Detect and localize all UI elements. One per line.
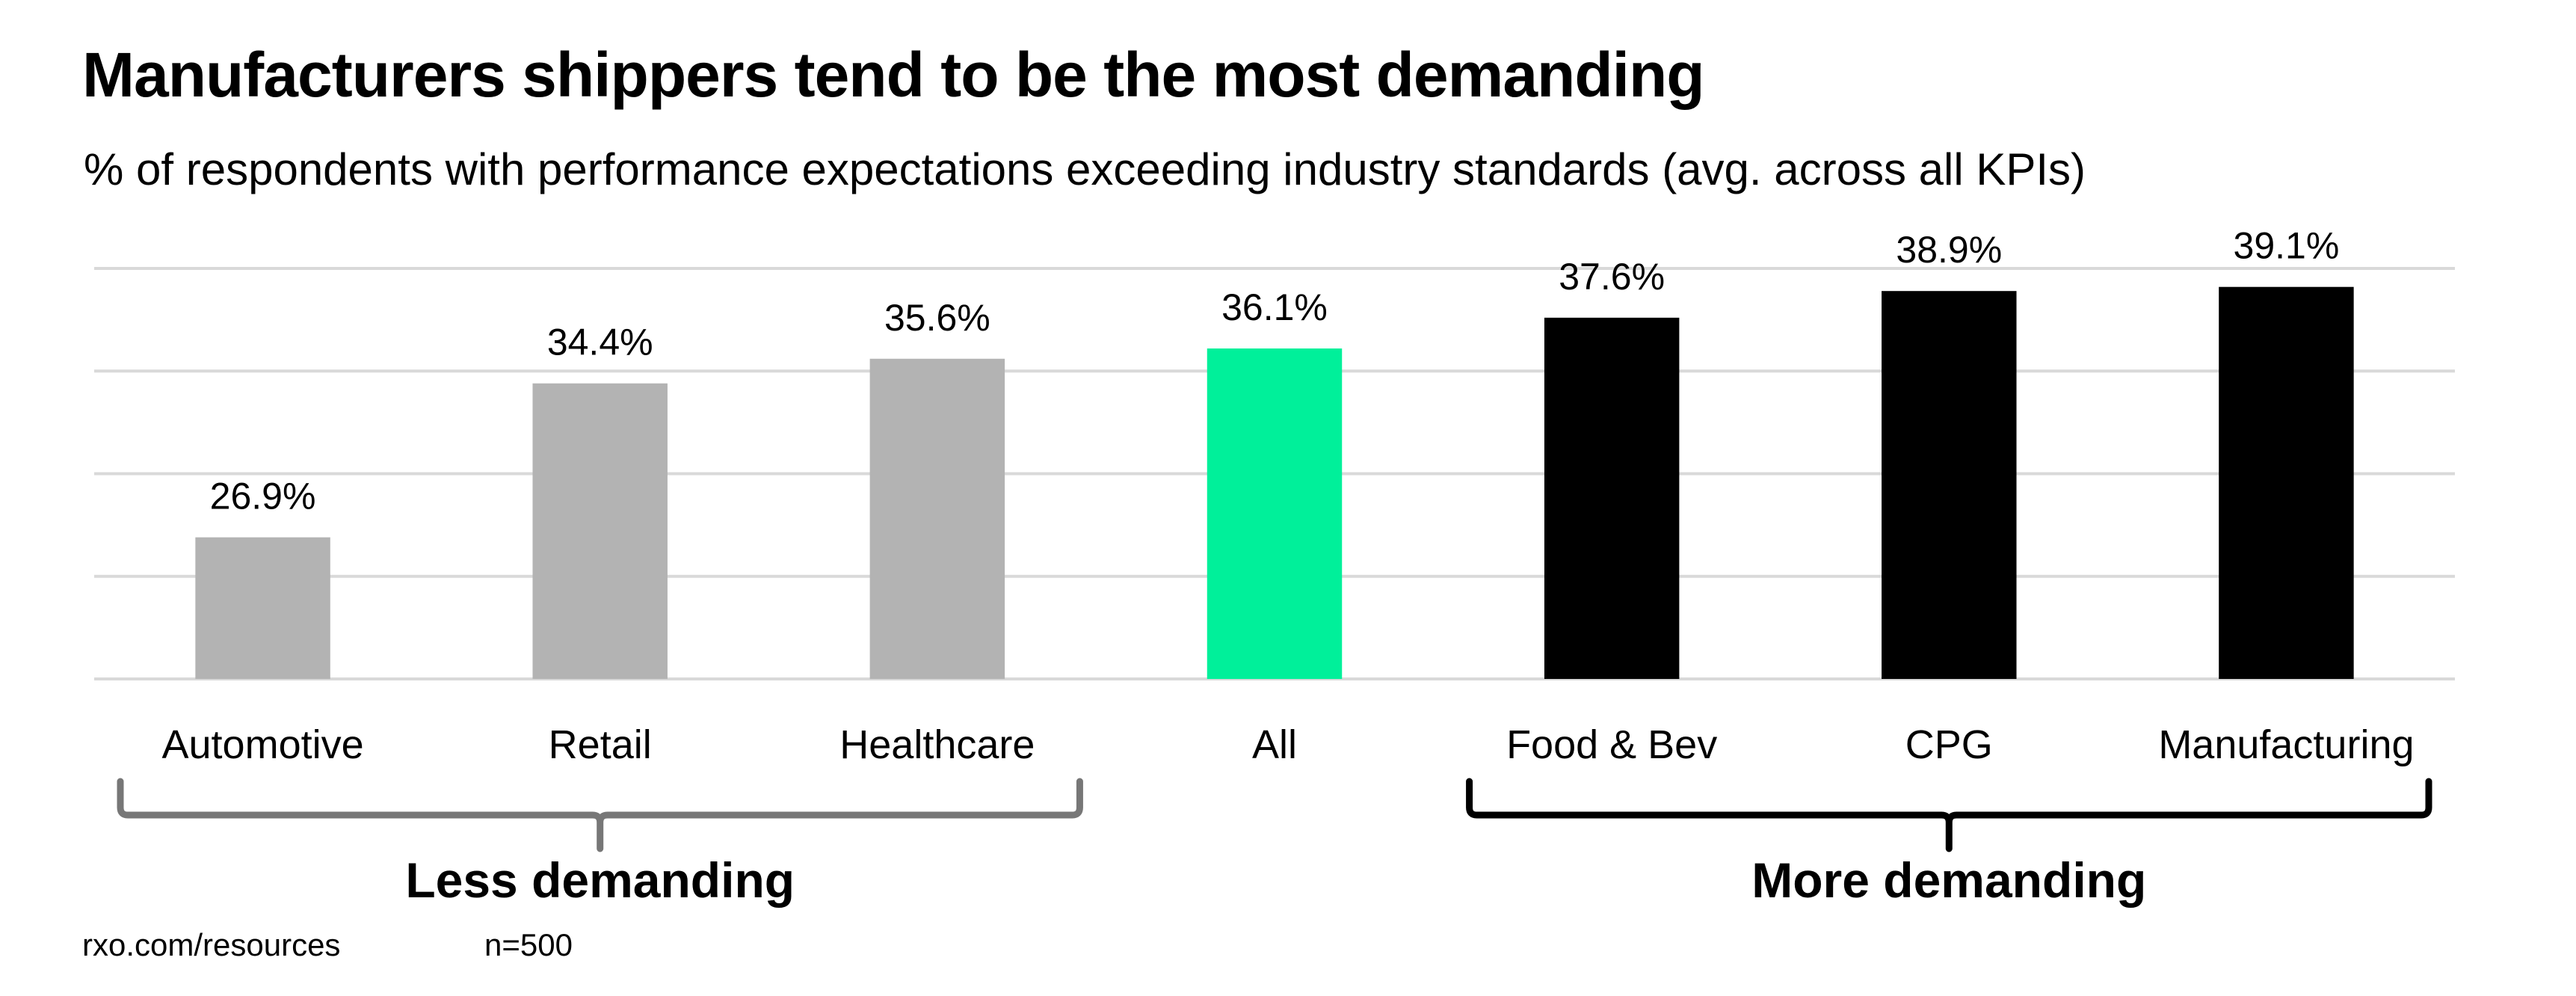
bar	[195, 537, 330, 679]
x-tick-label: Automotive	[162, 722, 364, 767]
data-label: 26.9%	[210, 476, 316, 517]
x-tick-label: Retail	[549, 722, 652, 767]
x-tick-label: All	[1252, 722, 1297, 767]
x-tick-label: Food & Bev	[1506, 722, 1717, 767]
x-tick-label: Healthcare	[839, 722, 1035, 767]
group-label: More demanding	[1751, 852, 2146, 908]
bar	[2219, 286, 2354, 680]
data-label: 38.9%	[1896, 229, 2002, 271]
bar	[1544, 317, 1680, 679]
bar	[1882, 291, 2017, 679]
data-label: 37.6%	[1559, 256, 1665, 298]
source-footnote: rxo.com/resources	[82, 927, 341, 962]
data-label: 34.4%	[547, 322, 653, 363]
bar	[532, 383, 668, 679]
chart-subtitle: % of respondents with performance expect…	[84, 144, 2086, 194]
group-bracket	[117, 778, 1083, 852]
group-label: Less demanding	[405, 852, 795, 908]
x-tick-label: CPG	[1905, 722, 1993, 767]
data-label: 35.6%	[884, 297, 990, 339]
data-label: 36.1%	[1221, 286, 1328, 328]
data-label: 39.1%	[2234, 225, 2340, 267]
bar	[869, 358, 1005, 679]
group-bracket	[1466, 778, 2432, 852]
x-tick-label: Manufacturing	[2158, 722, 2414, 767]
chart-title: Manufacturers shippers tend to be the mo…	[82, 40, 1705, 110]
sample-size-footnote: n=500	[484, 927, 573, 962]
bar	[1207, 348, 1343, 679]
